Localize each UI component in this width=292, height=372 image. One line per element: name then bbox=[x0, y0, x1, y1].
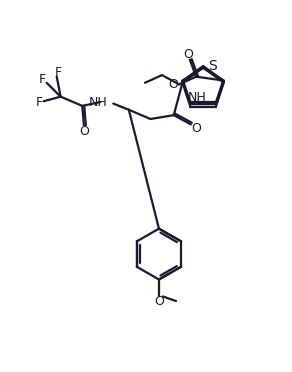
Text: O: O bbox=[183, 48, 193, 61]
Text: O: O bbox=[191, 122, 201, 135]
Text: O: O bbox=[154, 295, 164, 308]
Text: F: F bbox=[55, 65, 62, 78]
Text: F: F bbox=[39, 73, 46, 86]
Text: NH: NH bbox=[88, 96, 107, 109]
Text: F: F bbox=[36, 96, 43, 109]
Text: O: O bbox=[79, 125, 89, 138]
Text: S: S bbox=[208, 59, 217, 73]
Text: NH: NH bbox=[188, 91, 206, 104]
Text: O: O bbox=[169, 78, 178, 91]
